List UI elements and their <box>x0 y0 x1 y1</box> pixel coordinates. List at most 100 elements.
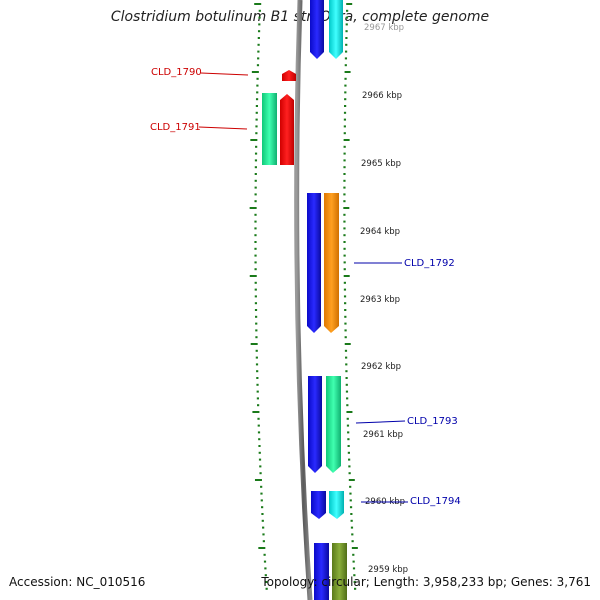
minor-tick <box>343 295 347 298</box>
minor-tick <box>254 288 257 291</box>
minor-tick <box>343 241 346 243</box>
gene-arrow-cyan-top[interactable] <box>329 0 343 59</box>
minor-tick <box>256 397 260 400</box>
minor-tick <box>255 98 259 101</box>
genome-summary: Topology: circular; Length: 3,958,233 bp… <box>261 575 591 589</box>
gene-arrow-red-1790[interactable] <box>282 70 296 81</box>
major-tick <box>249 207 257 209</box>
minor-tick <box>255 118 258 121</box>
minor-tick <box>344 105 347 107</box>
minor-tick <box>254 295 257 298</box>
minor-tick <box>255 145 258 148</box>
minor-tick <box>350 519 353 522</box>
minor-tick <box>256 91 259 94</box>
minor-tick <box>255 349 258 352</box>
minor-tick <box>255 125 258 128</box>
minor-tick <box>344 50 348 53</box>
gene-track-reverse <box>262 70 296 165</box>
minor-tick <box>343 152 346 155</box>
gene-arrow-blue-top[interactable] <box>310 0 324 59</box>
minor-tick <box>347 431 350 434</box>
minor-tick <box>343 200 346 203</box>
minor-tick <box>255 132 258 135</box>
minor-tick <box>343 118 347 121</box>
minor-tick <box>353 581 356 583</box>
minor-tick <box>254 268 257 271</box>
minor-tick <box>256 64 260 67</box>
minor-tick <box>258 445 261 447</box>
gene-label-cld-1791[interactable]: CLD_1791 <box>150 122 201 133</box>
gene-arrow-green-1791[interactable] <box>262 93 277 165</box>
minor-tick <box>353 574 356 577</box>
gene-label-cld-1793[interactable]: CLD_1793 <box>407 416 458 427</box>
minor-tick <box>346 9 349 12</box>
minor-tick <box>254 159 258 162</box>
minor-tick <box>258 451 261 454</box>
minor-tick <box>262 526 265 529</box>
minor-tick <box>256 84 259 87</box>
gene-label-cld-1790[interactable]: CLD_1790 <box>151 67 202 78</box>
minor-tick <box>254 173 257 175</box>
minor-tick <box>345 390 349 393</box>
minor-tick <box>344 64 347 67</box>
minor-tick <box>254 166 257 169</box>
major-tick <box>346 3 353 5</box>
gene-arrow-olive-bottom[interactable] <box>332 543 347 600</box>
scale-label: 2966 kbp <box>362 91 402 101</box>
minor-tick <box>262 540 265 543</box>
minor-tick <box>343 281 346 284</box>
major-tick <box>254 3 262 5</box>
gene-arrow-orange-1792[interactable] <box>324 193 339 333</box>
minor-tick <box>257 57 260 60</box>
minor-tick <box>344 329 347 332</box>
gene-arrow-blue-1793[interactable] <box>308 376 322 473</box>
minor-tick <box>257 431 261 434</box>
minor-tick <box>258 9 261 12</box>
minor-tick <box>345 37 348 39</box>
gene-arrow-green-1793[interactable] <box>326 376 341 473</box>
minor-tick <box>352 553 355 556</box>
minor-tick <box>255 356 258 359</box>
gene-arrow-blue-1794[interactable] <box>311 491 326 519</box>
minor-tick <box>261 519 264 522</box>
gene-arrow-cyan-1794[interactable] <box>329 491 344 519</box>
minor-tick <box>254 281 257 284</box>
minor-tick <box>254 241 257 243</box>
gene-arrow-blue-bottom[interactable] <box>314 543 329 600</box>
minor-tick <box>257 37 260 39</box>
gene-label-cld-1792[interactable]: CLD_1792 <box>404 258 455 269</box>
minor-tick <box>257 424 260 427</box>
gene-arrow-red-1791[interactable] <box>280 94 294 165</box>
major-tick <box>249 275 257 277</box>
minor-tick <box>345 363 348 366</box>
minor-tick <box>255 111 258 114</box>
minor-tick <box>343 220 346 223</box>
minor-tick <box>343 268 346 271</box>
minor-tick <box>343 125 346 128</box>
major-tick <box>258 547 266 549</box>
minor-tick <box>254 227 257 230</box>
minor-tick <box>259 465 262 468</box>
gene-label-cld-1794[interactable]: CLD_1794 <box>410 496 461 507</box>
minor-tick <box>257 404 260 407</box>
minor-tick <box>346 424 350 427</box>
minor-tick <box>343 179 346 182</box>
minor-tick <box>346 404 349 407</box>
minor-tick <box>346 417 349 420</box>
minor-tick <box>258 23 261 26</box>
minor-tick <box>258 16 261 19</box>
minor-tick <box>254 254 257 257</box>
minor-tick <box>344 98 347 101</box>
accession-label: Accession: NC_010516 <box>9 575 146 589</box>
minor-tick <box>353 587 357 590</box>
minor-tick <box>261 506 264 509</box>
major-tick <box>250 343 258 345</box>
minor-tick <box>264 574 267 577</box>
minor-tick <box>343 145 346 148</box>
minor-tick <box>345 30 348 33</box>
major-tick <box>344 343 351 345</box>
minor-tick <box>256 377 259 379</box>
minor-tick <box>259 472 262 475</box>
gene-arrow-blue-1792[interactable] <box>307 193 321 333</box>
minor-tick <box>349 492 352 495</box>
